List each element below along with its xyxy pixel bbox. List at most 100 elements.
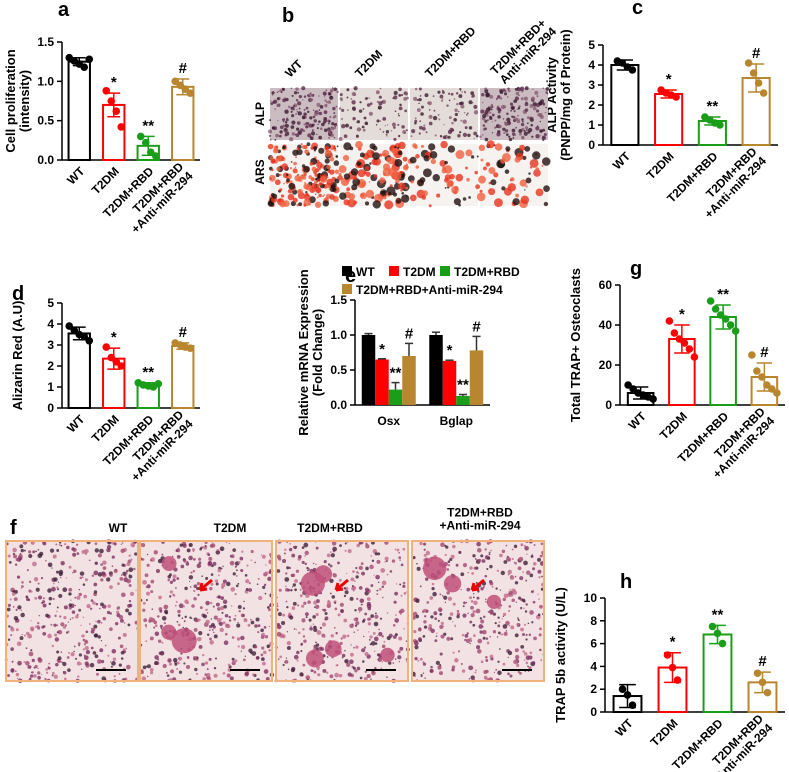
micrograph-spot (167, 658, 172, 663)
micrograph-spot (332, 106, 336, 111)
x-tick-label: T2DM (89, 164, 122, 197)
micrograph-spot (314, 173, 318, 177)
micrograph-spot (301, 560, 305, 564)
micrograph-spot (266, 606, 270, 609)
micrograph-spot (320, 647, 325, 651)
micrograph-spot (361, 648, 366, 653)
y-tick-label: 1.5 (330, 293, 347, 307)
micrograph-spot (382, 149, 390, 157)
micrograph-spot (413, 96, 418, 101)
micrograph-spot (15, 672, 20, 677)
micrograph-spot (219, 627, 224, 633)
micrograph-spot (222, 599, 228, 605)
micrograph-spot (391, 147, 398, 155)
micrograph-spot (430, 628, 435, 634)
micrograph-spot (314, 201, 322, 208)
micrograph-spot (312, 135, 314, 137)
micrograph-spot (243, 618, 248, 623)
micrograph-spot (293, 91, 298, 95)
micrograph-spot (326, 553, 331, 558)
micrograph-spot (523, 544, 526, 547)
micrograph-spot (303, 194, 311, 201)
micrograph-spot (514, 633, 519, 638)
micrograph-spot (52, 582, 55, 585)
micrograph-spot (485, 112, 488, 114)
micrograph-spot (480, 158, 484, 162)
micrograph-spot (56, 606, 59, 609)
micrograph-spot (197, 593, 200, 597)
micrograph-spot (298, 631, 301, 635)
micrograph-spot (111, 555, 115, 559)
data-point (731, 327, 740, 335)
micrograph-spot (266, 644, 271, 648)
micrograph-spot (370, 678, 372, 680)
micrograph-spot (68, 592, 72, 596)
micrograph-spot (84, 645, 89, 650)
micrograph-spot (395, 158, 397, 160)
micrograph-spot (248, 588, 253, 592)
micrograph-spot (109, 585, 113, 589)
micrograph-spot (230, 605, 233, 607)
micrograph-spot (176, 661, 180, 665)
micrograph-spot (520, 606, 523, 609)
micrograph-spot (492, 612, 496, 615)
micrograph-spot (50, 623, 53, 626)
micrograph-spot (275, 173, 280, 178)
micrograph-spot (471, 667, 474, 670)
micrograph-spot (326, 671, 329, 674)
micrograph-spot (56, 549, 60, 552)
micrograph-spot (376, 593, 379, 596)
micrograph-spot (112, 657, 117, 661)
micrograph-spot (141, 676, 147, 681)
micrograph-spot (489, 611, 494, 615)
micrograph-spot (346, 187, 351, 192)
micrograph-spot (188, 543, 193, 547)
micrograph-spot (355, 566, 358, 570)
micrograph-spot (391, 559, 396, 563)
micrograph-spot (330, 131, 333, 134)
micrograph-spot (276, 554, 281, 559)
micrograph-spot (208, 556, 213, 561)
micrograph-spot (381, 635, 384, 638)
micrograph-spot (495, 668, 498, 671)
micrograph-spot (499, 97, 503, 100)
micrograph-spot (71, 616, 74, 620)
micrograph-spot (310, 146, 314, 150)
bar (67, 332, 91, 410)
micrograph-spot (469, 620, 473, 624)
micrograph-spot (370, 584, 374, 587)
micrograph-spot (188, 580, 191, 583)
micrograph-spot (533, 169, 541, 177)
micrograph-spot (457, 650, 461, 653)
micrograph-spot (200, 546, 203, 550)
y-tick-label: 0 (588, 138, 595, 152)
micrograph-spot (313, 180, 318, 185)
micrograph-spot (237, 582, 240, 585)
micrograph-spot (500, 633, 502, 636)
data-point (706, 297, 715, 305)
micrograph-spot (210, 582, 214, 586)
bar (741, 77, 771, 146)
micrograph-spot (311, 129, 314, 132)
micrograph-spot (293, 105, 296, 107)
micrograph-spot (7, 674, 10, 677)
micrograph-spot (530, 123, 534, 127)
micrograph-spot (418, 125, 423, 130)
micrograph-spot (440, 140, 448, 149)
micrograph-spot (370, 641, 376, 646)
micrograph-spot (515, 127, 517, 129)
micrograph-spot (226, 624, 231, 629)
micrograph-spot (13, 597, 18, 601)
micrograph-spot (240, 569, 244, 573)
micrograph-spot (299, 594, 303, 598)
micrograph-spot (202, 614, 208, 619)
micrograph-spot (478, 144, 486, 152)
micrograph-spot (195, 672, 199, 676)
micrograph-spot (393, 90, 398, 95)
micrograph-spot (78, 592, 82, 597)
y-tick-label: 4 (47, 317, 54, 331)
micrograph-spot (161, 616, 167, 621)
micrograph-spot (170, 669, 175, 674)
micrograph-spot (265, 564, 267, 566)
micrograph-spot (62, 671, 65, 673)
